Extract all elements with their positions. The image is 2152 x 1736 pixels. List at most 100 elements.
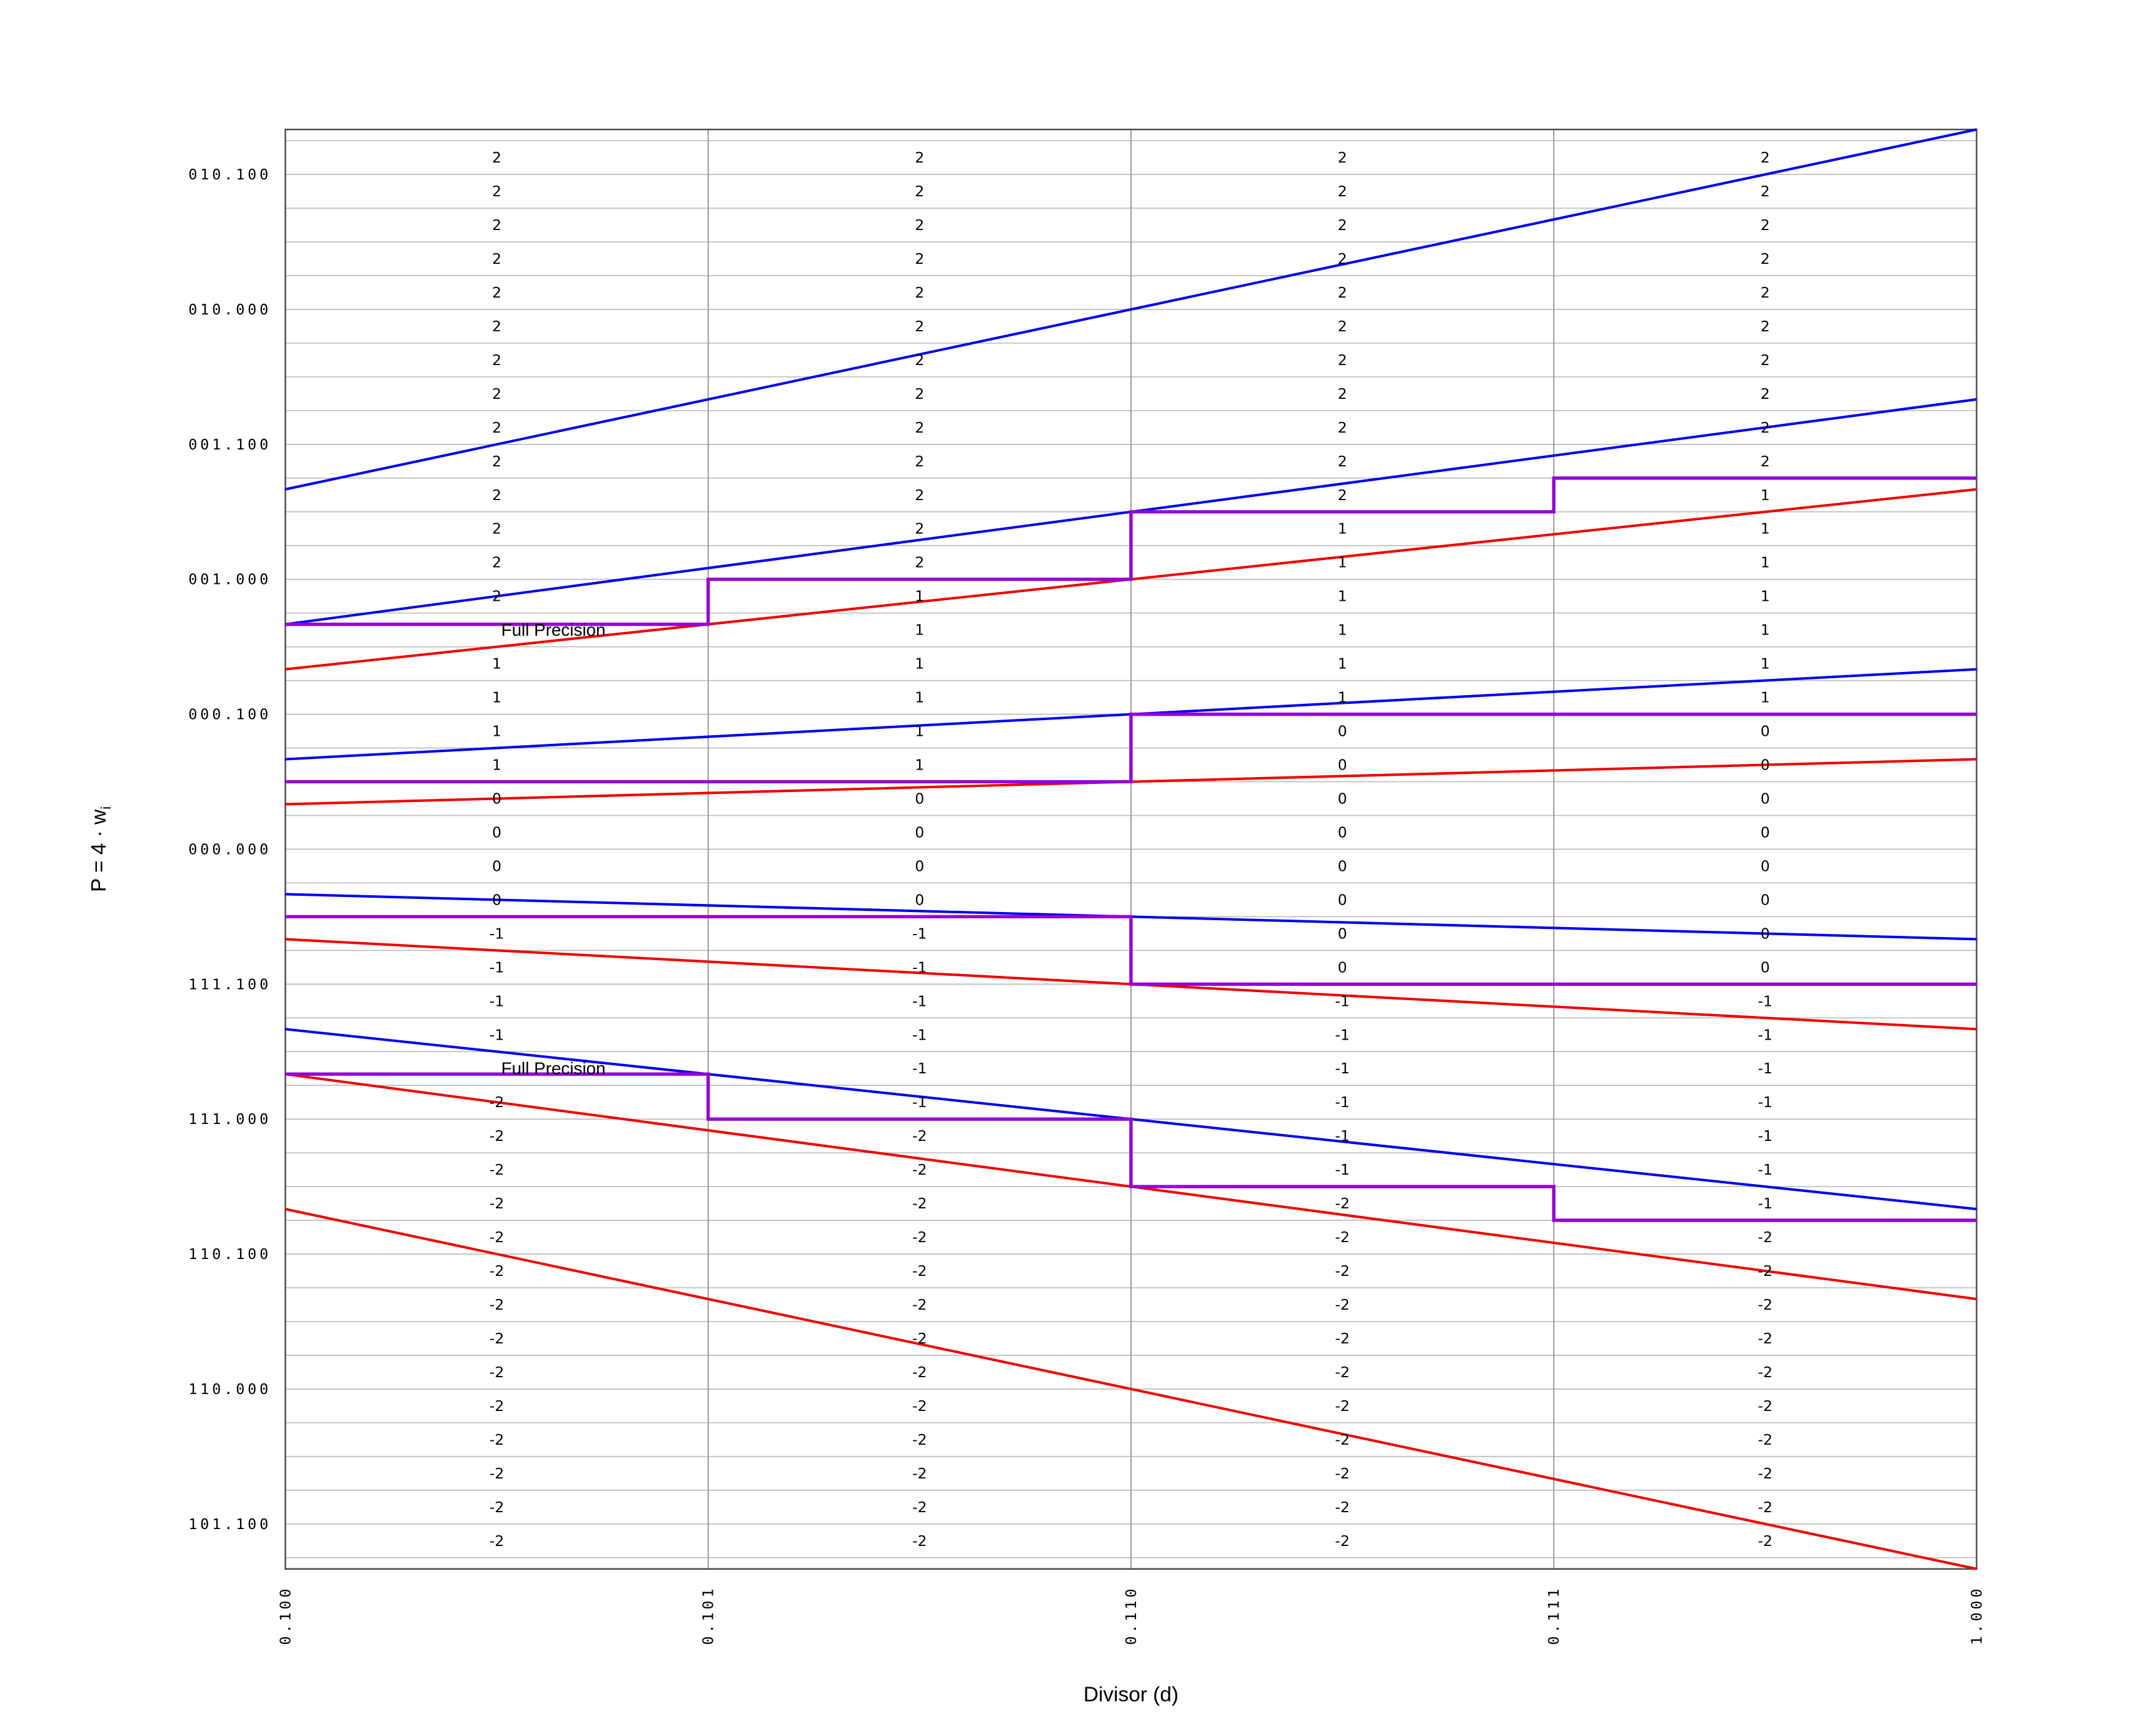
cell-digit: -2 [490, 1431, 504, 1448]
cell-digit: 2 [1338, 385, 1347, 403]
cell-digit: 0 [915, 891, 924, 908]
cell-digit: -2 [1335, 1465, 1349, 1482]
cell-digit: 2 [1761, 183, 1770, 200]
y-tick-label: 110.100 [188, 1245, 271, 1263]
cell-digit: 1 [1338, 689, 1347, 706]
cell-digit: 0 [1338, 823, 1347, 841]
cell-digit: 0 [1761, 723, 1770, 740]
cell-digit: 0 [492, 857, 501, 875]
upper-bound-line-U2 [284, 128, 1977, 491]
cell-digit: -1 [912, 992, 927, 1010]
cell-digit: 2 [915, 520, 924, 538]
cell-digit: 2 [1761, 250, 1770, 268]
cell-digit: 2 [1761, 216, 1770, 234]
cell-digit: -2 [912, 1127, 927, 1145]
cell-digit: -1 [912, 1060, 927, 1077]
cell-digit: -2 [490, 1127, 504, 1145]
cell-digit: 0 [1761, 891, 1770, 908]
cell-digit: 2 [915, 318, 924, 335]
cell-digit: 2 [915, 554, 924, 571]
cell-digit: -2 [912, 1363, 927, 1381]
y-tick-label: 001.000 [188, 571, 271, 588]
cell-digit: 0 [1338, 790, 1347, 807]
cell-digit: -1 [912, 925, 927, 942]
cell-digit: -2 [1758, 1330, 1772, 1347]
cell-digit: 2 [492, 250, 501, 268]
cell-digit: 2 [1338, 318, 1347, 335]
lower-bound-line-Lm2 [284, 1208, 1977, 1570]
y-tick-label: 010.100 [188, 166, 271, 183]
cell-digit: 2 [1761, 385, 1770, 403]
cell-digit: 2 [492, 149, 501, 166]
cell-digit: 1 [1761, 588, 1770, 605]
cell-digit: 2 [1338, 453, 1347, 470]
x-tick-label: 0.101 [700, 1585, 717, 1645]
x-tick-label: 0.111 [1545, 1585, 1562, 1645]
cell-digit: -2 [1758, 1228, 1772, 1246]
annotation-layer: Full Precision Full Precision [501, 620, 606, 1078]
y-tick-label: 001.100 [188, 436, 271, 453]
cell-digit: -2 [490, 1532, 504, 1550]
cell-digit: 2 [492, 216, 501, 234]
cell-digit: 1 [1338, 588, 1347, 605]
cell-digit: 2 [492, 486, 501, 504]
cell-digit: -1 [1335, 992, 1349, 1010]
cell-digit: 1 [1761, 486, 1770, 504]
cell-digit: 0 [492, 891, 501, 908]
cell-digit: -1 [912, 958, 927, 976]
cell-digit: -2 [1758, 1397, 1772, 1415]
cell-digit: 2 [1338, 216, 1347, 234]
cell-digit: 1 [1338, 655, 1347, 673]
cell-digit: 2 [915, 149, 924, 166]
cell-digit: 0 [492, 823, 501, 841]
cell-digit: -2 [1335, 1363, 1349, 1381]
cell-digit: 2 [492, 554, 501, 571]
cell-digit: 0 [1761, 958, 1770, 976]
cell-digit: -2 [1335, 1498, 1349, 1516]
cell-digit: 1 [915, 756, 924, 774]
cell-digit: -2 [490, 1262, 504, 1280]
cell-digit: 0 [1338, 756, 1347, 774]
cell-digit: 1 [915, 723, 924, 740]
cell-digit: -1 [1758, 1161, 1772, 1178]
cell-digit: 0 [1761, 823, 1770, 841]
x-axis-title: Divisor (d) [1084, 1683, 1179, 1706]
cell-digit: 2 [492, 453, 501, 470]
cell-digit: 2 [915, 284, 924, 301]
y-tick-label: 000.000 [188, 840, 271, 858]
cell-digit: -1 [490, 958, 504, 976]
x-tick-label: 0.100 [276, 1585, 294, 1645]
selection-staircase-mm1 [285, 1072, 1977, 1222]
cell-digit: -2 [490, 1465, 504, 1482]
cell-digit: -2 [1758, 1296, 1772, 1313]
cell-digit: 2 [492, 588, 501, 605]
cell-digit: -2 [490, 1330, 504, 1347]
cell-digit: 2 [915, 250, 924, 268]
cell-digit: 2 [915, 385, 924, 403]
cell-digit: -2 [912, 1262, 927, 1280]
cell-digit: 0 [492, 790, 501, 807]
cell-digit: 1 [492, 723, 501, 740]
cell-digit: 2 [492, 419, 501, 436]
cell-digit: 1 [915, 621, 924, 639]
cell-digit: 1 [1761, 655, 1770, 673]
full-precision-annotation: Full Precision [501, 620, 606, 640]
grid-layer [284, 128, 1978, 1570]
cell-digit: 2 [492, 520, 501, 538]
cell-digit: -1 [1335, 1161, 1349, 1178]
cell-digit: 2 [492, 385, 501, 403]
cell-digit: 0 [1761, 857, 1770, 875]
cell-digit: 2 [915, 351, 924, 369]
y-tick-label: 010.000 [188, 301, 271, 318]
cell-digit: 2 [1338, 149, 1347, 166]
cell-digit: -1 [490, 992, 504, 1010]
cell-digit: -1 [1335, 1026, 1349, 1043]
cell-digit: 1 [492, 655, 501, 673]
cell-digit: 2 [1761, 419, 1770, 436]
cell-digit: -2 [912, 1161, 927, 1178]
cell-digit: -2 [1758, 1262, 1772, 1280]
selection-staircase-m1 [285, 712, 1977, 784]
cell-digit: 0 [1338, 925, 1347, 942]
cell-digit: 2 [492, 351, 501, 369]
